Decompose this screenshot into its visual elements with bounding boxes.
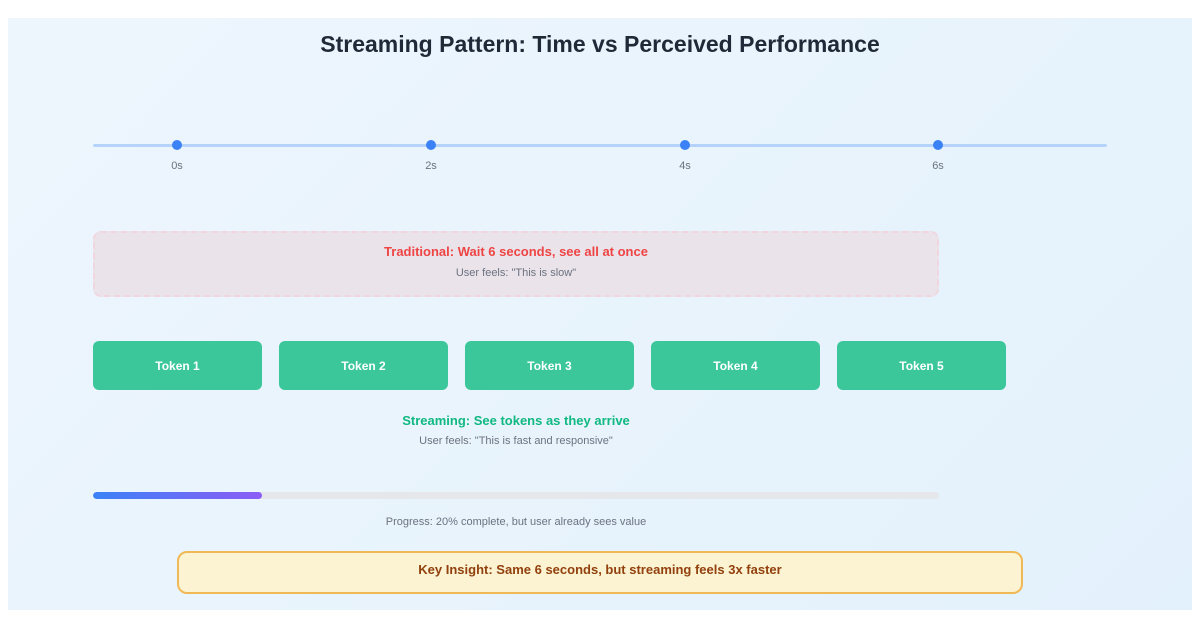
timeline-marker bbox=[933, 140, 943, 150]
traditional-box bbox=[93, 231, 939, 297]
timeline-label: 2s bbox=[425, 160, 437, 172]
token-block: Token 1 bbox=[93, 341, 262, 390]
streaming-feeling: User feels: "This is fast and responsive… bbox=[419, 435, 613, 447]
token-block: Token 3 bbox=[465, 341, 634, 390]
progress-bar bbox=[93, 492, 939, 499]
timeline-marker bbox=[426, 140, 436, 150]
diagram-canvas bbox=[8, 18, 1192, 610]
timeline-label: 0s bbox=[171, 160, 183, 172]
token-block: Token 4 bbox=[651, 341, 820, 390]
page-title: Streaming Pattern: Time vs Perceived Per… bbox=[320, 31, 880, 57]
key-insight-box: Key Insight: Same 6 seconds, but streami… bbox=[177, 551, 1023, 594]
timeline-axis bbox=[93, 144, 1107, 147]
progress-fill bbox=[93, 492, 263, 499]
progress-label: Progress: 20% complete, but user already… bbox=[385, 516, 647, 528]
timeline-marker bbox=[172, 140, 182, 150]
token-block: Token 5 bbox=[837, 341, 1006, 390]
traditional-feeling: User feels: "This is slow" bbox=[455, 267, 577, 279]
token-block: Token 2 bbox=[279, 341, 448, 390]
timeline-label: 6s bbox=[932, 160, 944, 172]
timeline-label: 4s bbox=[679, 160, 691, 172]
streaming-heading: Streaming: See tokens as they arrive bbox=[402, 413, 630, 428]
traditional-heading: Traditional: Wait 6 seconds, see all at … bbox=[384, 244, 648, 259]
timeline-marker bbox=[680, 140, 690, 150]
